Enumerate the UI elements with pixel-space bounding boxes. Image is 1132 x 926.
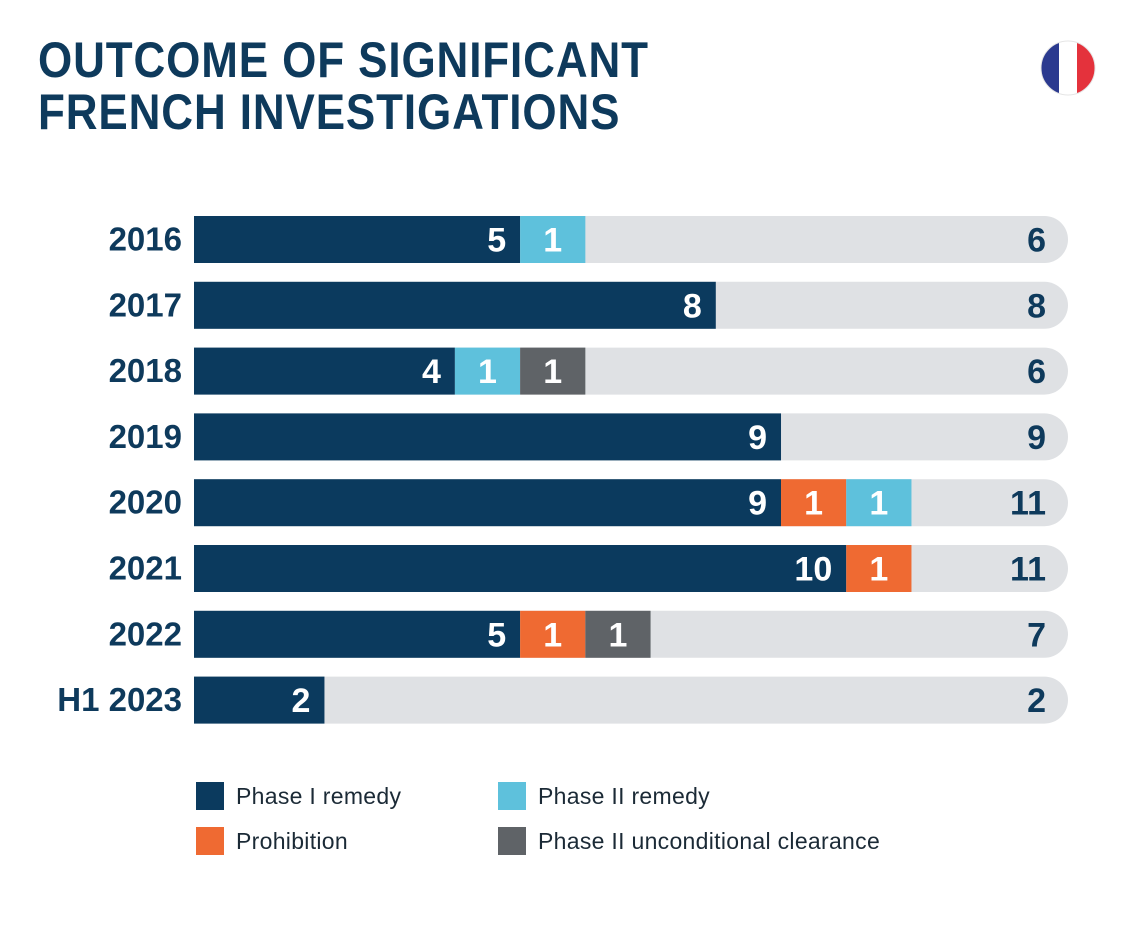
category-label: 2019 <box>109 418 182 455</box>
legend-item-prohibition: Prohibition <box>196 827 348 855</box>
bar-segment-phase-ii-remedy <box>454 347 521 395</box>
bar-segment-phase-ii-unconditional-clearance <box>520 347 586 395</box>
bar-segment-phase-i-remedy <box>194 281 716 329</box>
segment-value-label: 1 <box>543 222 562 260</box>
bar-row-h1-2023: H1 2023 2 2 <box>57 676 1068 724</box>
segment-value-label: 1 <box>543 616 562 654</box>
segment-value-label: 1 <box>869 485 888 523</box>
bar-segment-prohibition <box>781 479 847 527</box>
category-label: 2017 <box>109 286 182 323</box>
bar-row-2020: 2020 9 1 1 11 <box>109 479 1068 527</box>
france-flag-icon <box>1040 40 1096 96</box>
bar-segment-prohibition <box>846 545 912 592</box>
bar-segment-phase-i-remedy <box>194 347 455 395</box>
segment-value-label: 8 <box>683 287 702 325</box>
total-value-label: 9 <box>1027 419 1046 457</box>
legend-swatch <box>196 782 224 810</box>
legend-label: Prohibition <box>236 827 348 854</box>
segment-value-label: 4 <box>422 353 441 391</box>
title-line-2: FRENCH INVESTIGATIONS <box>38 84 621 140</box>
legend-item-phase2-unconditional-clearance: Phase II unconditional clearance <box>498 827 880 855</box>
segment-value-label: 9 <box>748 419 767 457</box>
category-label: 2016 <box>109 221 182 258</box>
segment-value-label: 1 <box>478 353 497 391</box>
bar-track <box>194 676 1068 724</box>
category-label: 2020 <box>109 484 182 521</box>
legend-swatch <box>196 827 224 855</box>
legend-swatch <box>498 782 526 810</box>
category-label: 2022 <box>109 615 182 652</box>
bar-row-2019: 2019 9 9 <box>109 413 1068 461</box>
legend-label: Phase II unconditional clearance <box>538 827 881 854</box>
segment-value-label: 9 <box>748 485 767 523</box>
segment-value-label: 1 <box>804 485 823 523</box>
segment-value-label: 1 <box>869 551 888 589</box>
bar-row-2016: 2016 5 1 6 <box>109 216 1068 263</box>
bar-segment-phase-i-remedy <box>194 610 521 658</box>
total-value-label: 11 <box>1010 485 1046 523</box>
segment-value-label: 5 <box>487 222 506 260</box>
bar-row-2022: 2022 5 1 1 7 <box>109 610 1068 658</box>
bar-segment-phase-ii-remedy <box>520 216 586 263</box>
bar-segment-phase-i-remedy <box>194 545 847 592</box>
bar-segment-phase-ii-remedy <box>846 479 912 527</box>
legend-item-phase1-remedy: Phase I remedy <box>196 782 401 810</box>
bar-segment-phase-ii-unconditional-clearance <box>585 610 651 658</box>
legend-item-phase2-remedy: Phase II remedy <box>498 782 710 810</box>
bar-segment-phase-i-remedy <box>194 479 782 527</box>
bar-row-2021: 2021 10 1 11 <box>109 545 1068 592</box>
legend-label: Phase II remedy <box>538 782 710 809</box>
segment-value-label: 1 <box>608 616 627 654</box>
bar-segment-prohibition <box>520 610 586 658</box>
chart-title: OUTCOME OF SIGNIFICANT FRENCH INVESTIGAT… <box>38 34 649 138</box>
total-value-label: 6 <box>1027 353 1046 391</box>
category-label: 2018 <box>109 352 182 389</box>
segment-value-label: 1 <box>543 353 562 391</box>
legend-label: Phase I remedy <box>236 782 402 809</box>
total-value-label: 8 <box>1027 287 1046 325</box>
segment-value-label: 2 <box>292 682 311 720</box>
legend: Phase I remedy Phase II remedy Prohibiti… <box>196 782 956 872</box>
segment-value-label: 5 <box>487 616 506 654</box>
legend-swatch <box>498 827 526 855</box>
segment-value-label: 10 <box>794 551 832 589</box>
total-value-label: 2 <box>1027 682 1046 720</box>
category-label: H1 2023 <box>57 681 182 718</box>
total-value-label: 11 <box>1010 551 1046 589</box>
total-value-label: 6 <box>1027 222 1046 260</box>
title-line-1: OUTCOME OF SIGNIFICANT <box>38 32 649 88</box>
bar-row-2017: 2017 8 8 <box>109 281 1068 329</box>
total-value-label: 7 <box>1027 616 1046 654</box>
bar-segment-phase-i-remedy <box>194 413 782 461</box>
bar-segment-phase-i-remedy <box>194 676 325 724</box>
bar-row-2018: 2018 4 1 1 6 <box>109 347 1068 395</box>
category-label: 2021 <box>109 550 182 587</box>
bar-segment-phase-i-remedy <box>194 216 521 263</box>
